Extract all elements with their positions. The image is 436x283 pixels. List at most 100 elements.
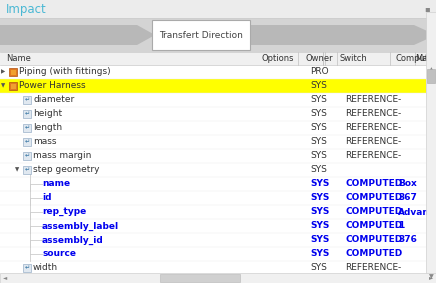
Text: height: height [33, 110, 62, 119]
Text: REFERENCE: REFERENCE [345, 95, 398, 104]
Text: ↵: ↵ [24, 168, 30, 173]
Text: SYS: SYS [310, 95, 327, 104]
Text: Computed: Computed [395, 54, 436, 63]
Bar [0, 247, 426, 261]
Text: ↵: ↵ [24, 153, 30, 158]
Bar [23, 138, 31, 146]
Text: SYS: SYS [310, 123, 327, 132]
Text: ▶: ▶ [1, 280, 5, 283]
Text: 376: 376 [398, 235, 417, 245]
Bar [9, 82, 17, 90]
Text: 1: 1 [398, 222, 404, 230]
Text: SYS: SYS [310, 151, 327, 160]
Text: REFERENCE: REFERENCE [345, 151, 398, 160]
Text: -: - [398, 123, 401, 132]
Text: Options: Options [262, 54, 294, 63]
Text: -: - [398, 151, 401, 160]
Text: SYS: SYS [310, 235, 329, 245]
Bar [0, 107, 426, 121]
Text: name: name [42, 179, 70, 188]
Bar [0, 65, 426, 79]
Bar [0, 79, 426, 93]
Bar [0, 135, 426, 149]
Text: assembly_label: assembly_label [42, 221, 119, 231]
Bar [10, 83, 16, 89]
Text: ↵: ↵ [24, 140, 30, 145]
Bar [0, 205, 426, 219]
Text: -: - [398, 263, 401, 273]
Text: Advanced_Brep_Shape_Representation: Advanced_Brep_Shape_Representation [398, 207, 436, 216]
Text: SYS: SYS [310, 250, 329, 258]
Bar [0, 163, 426, 177]
Bar [0, 93, 426, 107]
Text: Power Subsystem: Power Subsystem [19, 278, 99, 283]
Text: rep_type: rep_type [42, 207, 86, 216]
Bar [23, 166, 31, 174]
Text: REFERENCE: REFERENCE [345, 138, 398, 147]
Text: COMPUTED: COMPUTED [345, 235, 402, 245]
Bar [23, 110, 31, 118]
Text: step geometry: step geometry [33, 166, 99, 175]
Bar [0, 121, 426, 135]
Text: Transfert Direction: Transfert Direction [159, 31, 243, 40]
Bar [0, 52, 436, 65]
Bar [0, 261, 426, 275]
Text: SYS: SYS [310, 263, 327, 273]
Text: -: - [398, 110, 401, 119]
Text: COMPUTED: COMPUTED [345, 194, 402, 203]
Bar [10, 280, 16, 283]
Text: ▶: ▶ [1, 70, 5, 74]
Bar [9, 68, 17, 76]
Text: ►: ► [429, 275, 433, 280]
Bar [0, 149, 426, 163]
FancyArrow shape [0, 25, 155, 45]
Bar [23, 96, 31, 104]
Bar [0, 273, 436, 283]
Bar [427, 69, 435, 83]
Text: Mar: Mar [415, 54, 431, 63]
Text: mass margin: mass margin [33, 151, 92, 160]
Bar [0, 18, 436, 52]
Text: REFERENCE: REFERENCE [345, 263, 398, 273]
Text: -: - [398, 95, 401, 104]
Text: ↵: ↵ [24, 98, 30, 102]
Text: length: length [33, 123, 62, 132]
Text: Piping (with fittings): Piping (with fittings) [19, 68, 111, 76]
Text: SYS: SYS [310, 207, 329, 216]
Bar [23, 264, 31, 272]
Bar [0, 219, 426, 233]
Text: COMPUTED: COMPUTED [345, 250, 402, 258]
Text: assembly_id: assembly_id [42, 235, 104, 245]
Text: Box: Box [398, 179, 417, 188]
Text: -: - [398, 138, 401, 147]
Bar [0, 275, 426, 283]
Bar [0, 177, 426, 191]
Bar [0, 0, 436, 18]
Text: SYS: SYS [310, 222, 329, 230]
Text: SYS: SYS [310, 194, 329, 203]
Text: SYS: SYS [310, 179, 329, 188]
FancyBboxPatch shape [152, 20, 250, 50]
Text: ▲: ▲ [429, 68, 433, 72]
Text: SYS: SYS [310, 138, 327, 147]
Text: PWR: PWR [310, 278, 330, 283]
Bar [10, 70, 16, 74]
Text: ↵: ↵ [24, 125, 30, 130]
FancyArrow shape [248, 25, 436, 45]
Text: Owner: Owner [305, 54, 333, 63]
Text: diameter: diameter [33, 95, 74, 104]
Text: Impact: Impact [6, 3, 47, 16]
Text: ↵: ↵ [24, 265, 30, 271]
Text: mass: mass [33, 138, 57, 147]
Text: ◄: ◄ [3, 275, 7, 280]
Bar [23, 124, 31, 132]
Text: PRO: PRO [310, 68, 329, 76]
Text: COMPUTED: COMPUTED [345, 179, 402, 188]
Bar [426, 12, 436, 283]
Text: 367: 367 [398, 194, 417, 203]
Bar [0, 191, 426, 205]
Text: SYS: SYS [310, 110, 327, 119]
Text: ▼: ▼ [429, 275, 433, 280]
Text: REFERENCE: REFERENCE [345, 123, 398, 132]
Text: Power Harness: Power Harness [19, 82, 85, 91]
